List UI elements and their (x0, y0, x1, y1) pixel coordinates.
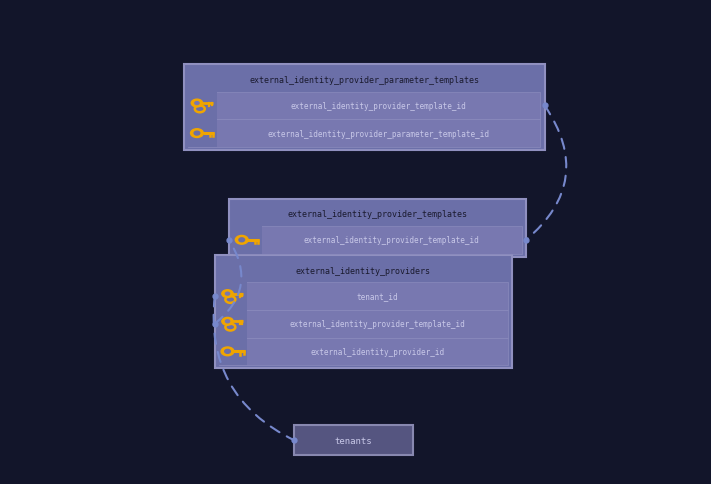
Circle shape (221, 348, 234, 356)
Circle shape (191, 130, 203, 138)
FancyBboxPatch shape (219, 310, 247, 338)
FancyBboxPatch shape (233, 227, 522, 254)
Circle shape (195, 103, 199, 106)
FancyBboxPatch shape (299, 428, 409, 453)
FancyArrowPatch shape (526, 106, 567, 241)
Circle shape (225, 320, 230, 323)
Circle shape (222, 318, 233, 325)
Circle shape (235, 236, 248, 245)
FancyBboxPatch shape (184, 65, 545, 151)
FancyBboxPatch shape (233, 227, 262, 254)
FancyBboxPatch shape (219, 258, 508, 283)
Text: external_identity_provider_parameter_templates: external_identity_provider_parameter_tem… (250, 76, 479, 85)
Circle shape (225, 292, 230, 295)
Circle shape (239, 239, 245, 242)
FancyBboxPatch shape (219, 310, 508, 338)
FancyBboxPatch shape (188, 120, 540, 148)
FancyBboxPatch shape (294, 425, 413, 455)
FancyBboxPatch shape (219, 338, 247, 365)
FancyArrowPatch shape (213, 296, 294, 440)
Text: tenants: tenants (335, 436, 373, 445)
Text: external_identity_provider_id: external_identity_provider_id (311, 347, 444, 356)
Text: external_identity_provider_templates: external_identity_provider_templates (287, 210, 468, 219)
FancyBboxPatch shape (188, 92, 217, 120)
FancyBboxPatch shape (229, 199, 526, 257)
Text: external_identity_provider_parameter_template_id: external_identity_provider_parameter_tem… (267, 129, 490, 138)
FancyBboxPatch shape (188, 120, 217, 148)
FancyBboxPatch shape (219, 283, 247, 310)
FancyBboxPatch shape (215, 256, 512, 368)
FancyBboxPatch shape (188, 68, 540, 92)
Text: external_identity_providers: external_identity_providers (296, 266, 431, 275)
FancyBboxPatch shape (233, 202, 522, 227)
Circle shape (225, 349, 230, 353)
FancyBboxPatch shape (219, 283, 508, 310)
Circle shape (191, 100, 203, 108)
Text: external_identity_provider_template_id: external_identity_provider_template_id (291, 102, 466, 111)
FancyArrowPatch shape (215, 241, 241, 324)
FancyBboxPatch shape (188, 92, 540, 120)
Text: external_identity_provider_template_id: external_identity_provider_template_id (289, 319, 466, 329)
FancyBboxPatch shape (219, 338, 508, 365)
Circle shape (222, 290, 233, 298)
Text: external_identity_provider_template_id: external_identity_provider_template_id (304, 236, 480, 245)
Circle shape (194, 132, 200, 136)
Text: tenant_id: tenant_id (357, 292, 398, 301)
